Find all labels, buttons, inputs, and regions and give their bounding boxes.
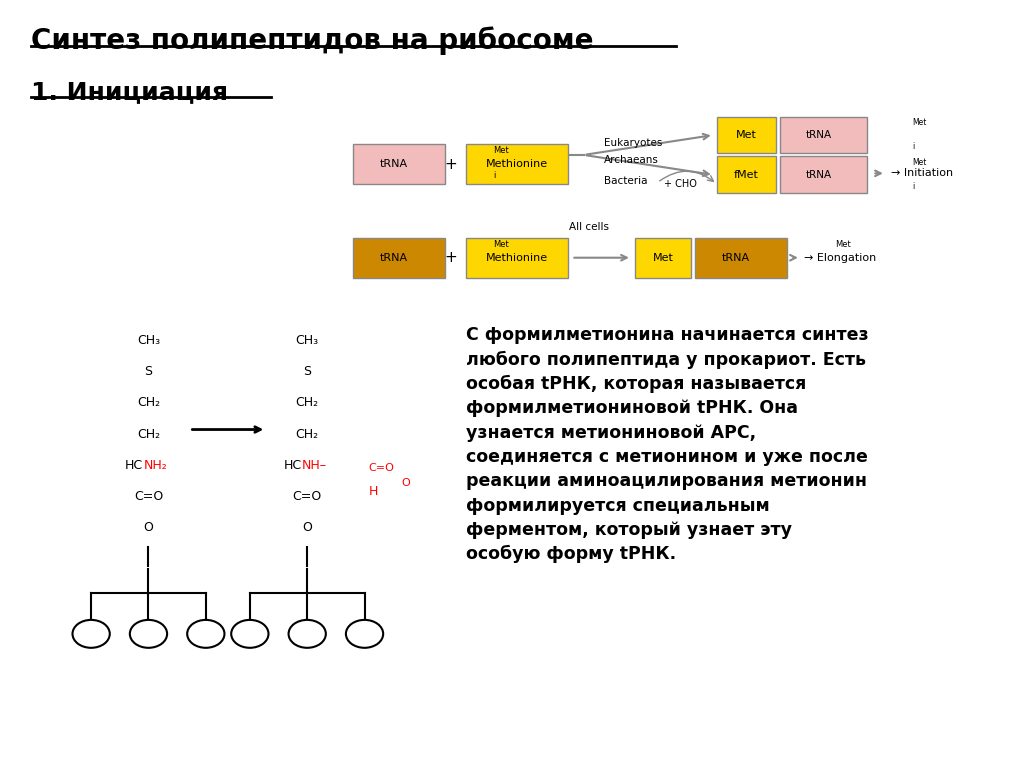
- Text: i: i: [911, 142, 914, 150]
- Text: CH₂: CH₂: [296, 397, 318, 410]
- Text: С формилметионина начинается синтез
любого полипептида у прокариот. Есть
особая : С формилметионина начинается синтез любо…: [466, 326, 868, 563]
- Text: tRNA: tRNA: [806, 170, 831, 180]
- Text: fMet: fMet: [734, 170, 759, 180]
- Text: NH–: NH–: [302, 459, 327, 472]
- Text: S: S: [303, 365, 311, 378]
- FancyBboxPatch shape: [353, 238, 445, 278]
- Text: i: i: [911, 182, 914, 190]
- Text: Met: Met: [494, 240, 509, 249]
- Text: Met: Met: [494, 146, 509, 156]
- Text: +: +: [444, 250, 457, 265]
- Text: Синтез полипептидов на рибосоме: Синтез полипептидов на рибосоме: [31, 27, 593, 55]
- Text: O: O: [401, 478, 411, 488]
- Text: C=O: C=O: [293, 490, 322, 503]
- Text: 1. Инициация: 1. Инициация: [31, 81, 228, 104]
- FancyBboxPatch shape: [466, 238, 568, 278]
- Text: → Elongation: → Elongation: [804, 252, 877, 263]
- Text: C=O: C=O: [134, 490, 163, 503]
- Text: H: H: [369, 485, 378, 498]
- Text: O: O: [302, 522, 312, 535]
- Text: Methionine: Methionine: [486, 252, 548, 263]
- Text: CH₂: CH₂: [137, 427, 160, 440]
- Text: Met: Met: [652, 252, 674, 263]
- Text: O: O: [143, 522, 154, 535]
- Text: → Initiation: → Initiation: [891, 168, 953, 179]
- FancyBboxPatch shape: [695, 238, 787, 278]
- Text: tRNA: tRNA: [380, 252, 409, 263]
- FancyBboxPatch shape: [717, 117, 776, 153]
- Text: Methionine: Methionine: [486, 159, 548, 170]
- Text: + CHO: + CHO: [664, 179, 696, 189]
- FancyBboxPatch shape: [353, 144, 445, 184]
- Text: tRNA: tRNA: [380, 159, 409, 170]
- Text: CH₃: CH₃: [137, 334, 160, 347]
- Text: i: i: [494, 171, 496, 180]
- Text: HC: HC: [125, 459, 143, 472]
- Text: CH₂: CH₂: [137, 397, 160, 410]
- FancyBboxPatch shape: [466, 144, 568, 184]
- Text: CH₃: CH₃: [296, 334, 318, 347]
- Text: Met: Met: [911, 118, 927, 127]
- Text: tRNA: tRNA: [806, 130, 831, 140]
- Text: NH₂: NH₂: [143, 459, 167, 472]
- Text: Eukaryotes: Eukaryotes: [604, 137, 663, 148]
- FancyBboxPatch shape: [780, 117, 867, 153]
- Text: Archaeans: Archaeans: [604, 154, 659, 165]
- Text: CH₂: CH₂: [296, 427, 318, 440]
- FancyBboxPatch shape: [635, 238, 691, 278]
- Text: Met: Met: [836, 240, 851, 249]
- Text: HC: HC: [284, 459, 302, 472]
- FancyBboxPatch shape: [717, 156, 776, 193]
- Text: Met: Met: [736, 130, 757, 140]
- Text: +: +: [444, 156, 457, 172]
- Text: Met: Met: [911, 158, 927, 166]
- Text: C=O: C=O: [369, 463, 394, 472]
- Text: S: S: [144, 365, 153, 378]
- Text: Bacteria: Bacteria: [604, 176, 647, 186]
- FancyBboxPatch shape: [780, 156, 867, 193]
- Text: tRNA: tRNA: [722, 252, 751, 263]
- Text: All cells: All cells: [568, 222, 609, 232]
